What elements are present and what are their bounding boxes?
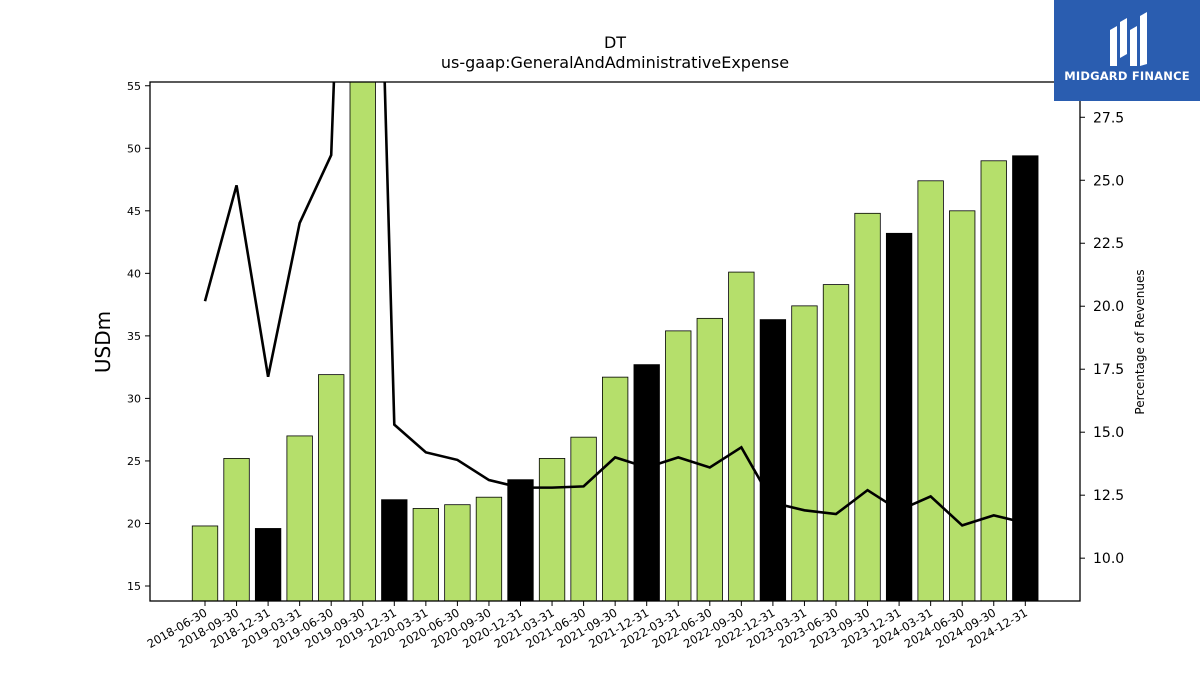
midgard-finance-logo: MIDGARD FINANCE <box>1054 0 1200 101</box>
chart-title: DT <box>604 33 626 52</box>
percentage-line <box>203 82 1026 527</box>
bar <box>791 305 818 602</box>
bar <box>570 436 597 602</box>
bar <box>602 376 629 602</box>
bar <box>728 271 755 602</box>
bar <box>980 160 1007 602</box>
bar <box>444 504 471 602</box>
bar <box>1012 155 1039 602</box>
bar <box>633 364 660 602</box>
y2-tick-label: 10.0 <box>1093 551 1124 567</box>
logo-text: MIDGARD FINANCE <box>1064 69 1190 83</box>
y2-tick-label: 15.0 <box>1093 425 1124 441</box>
bar <box>223 458 250 602</box>
bar <box>885 232 913 602</box>
y2-tick-label: 25.0 <box>1093 173 1124 189</box>
bar <box>412 508 440 602</box>
bar <box>538 458 566 602</box>
bar <box>949 210 976 602</box>
bar <box>381 499 408 602</box>
bar <box>349 81 376 602</box>
chart-subtitle: us-gaap:GeneralAndAdministrativeExpense <box>441 53 789 72</box>
y2-tick-label: 20.0 <box>1093 299 1124 315</box>
y-tick-label: 35 <box>127 330 141 343</box>
logo-mark-icon <box>1110 12 1147 66</box>
line-layer <box>203 82 1026 527</box>
y-tick-label: 40 <box>127 267 141 280</box>
y-tick-label: 45 <box>127 205 141 218</box>
bar <box>286 435 313 602</box>
bar <box>507 479 534 602</box>
bar <box>759 319 787 602</box>
y-axis-label: USDm <box>91 311 115 373</box>
bar <box>191 525 219 602</box>
y2-axis-label: Percentage of Revenues <box>1133 269 1147 414</box>
y2-tick-label: 17.5 <box>1093 362 1124 378</box>
y-tick-label: 50 <box>127 142 141 155</box>
bar <box>917 180 944 602</box>
bar <box>822 284 850 602</box>
y-tick-label: 30 <box>127 392 141 405</box>
y-tick-label: 25 <box>127 455 141 468</box>
y2-tick-label: 12.5 <box>1093 488 1124 504</box>
bar <box>854 212 881 602</box>
bar <box>665 330 692 602</box>
bars-layer <box>191 81 1039 602</box>
bar <box>318 374 345 602</box>
y2-tick-label: 27.5 <box>1093 110 1124 126</box>
bar <box>696 317 723 602</box>
bar <box>254 528 282 602</box>
y-tick-label: 15 <box>127 580 141 593</box>
y-tick-label: 20 <box>127 517 141 530</box>
y2-tick-label: 22.5 <box>1093 236 1124 252</box>
y-tick-label: 55 <box>127 80 141 93</box>
bar <box>475 496 503 602</box>
